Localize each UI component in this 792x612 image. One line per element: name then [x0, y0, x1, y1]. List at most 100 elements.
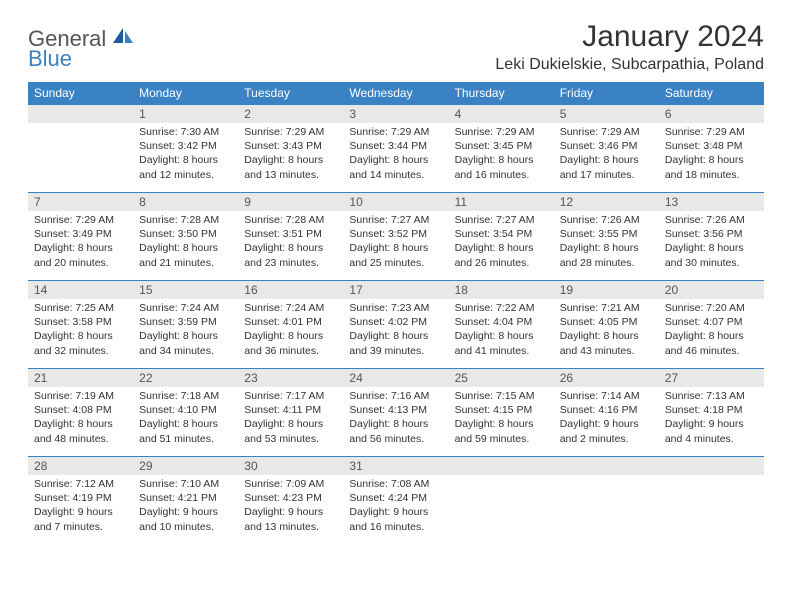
day-details: Sunrise: 7:18 AMSunset: 4:10 PMDaylight:…: [133, 387, 238, 452]
header: General January 2024 Leki Dukielskie, Su…: [28, 20, 764, 74]
day-number: 18: [449, 281, 554, 299]
calendar-cell: 8Sunrise: 7:28 AMSunset: 3:50 PMDaylight…: [133, 193, 238, 281]
day-details: Sunrise: 7:29 AMSunset: 3:48 PMDaylight:…: [659, 123, 764, 188]
calendar-cell: 11Sunrise: 7:27 AMSunset: 3:54 PMDayligh…: [449, 193, 554, 281]
calendar-cell: 30Sunrise: 7:09 AMSunset: 4:23 PMDayligh…: [238, 457, 343, 545]
day-number: 1: [133, 105, 238, 123]
day-details: Sunrise: 7:08 AMSunset: 4:24 PMDaylight:…: [343, 475, 448, 540]
day-number: 6: [659, 105, 764, 123]
day-number: 13: [659, 193, 764, 211]
day-details: Sunrise: 7:13 AMSunset: 4:18 PMDaylight:…: [659, 387, 764, 452]
calendar-cell: 24Sunrise: 7:16 AMSunset: 4:13 PMDayligh…: [343, 369, 448, 457]
day-number: 26: [554, 369, 659, 387]
calendar-cell: 27Sunrise: 7:13 AMSunset: 4:18 PMDayligh…: [659, 369, 764, 457]
day-details: Sunrise: 7:23 AMSunset: 4:02 PMDaylight:…: [343, 299, 448, 364]
day-number: 23: [238, 369, 343, 387]
weekday-header: Friday: [554, 82, 659, 105]
calendar-cell: 7Sunrise: 7:29 AMSunset: 3:49 PMDaylight…: [28, 193, 133, 281]
day-number: 11: [449, 193, 554, 211]
day-number: 28: [28, 457, 133, 475]
calendar-week-row: 7Sunrise: 7:29 AMSunset: 3:49 PMDaylight…: [28, 193, 764, 281]
calendar-cell: 9Sunrise: 7:28 AMSunset: 3:51 PMDaylight…: [238, 193, 343, 281]
calendar-cell: [449, 457, 554, 545]
calendar-cell: 22Sunrise: 7:18 AMSunset: 4:10 PMDayligh…: [133, 369, 238, 457]
day-details: Sunrise: 7:24 AMSunset: 4:01 PMDaylight:…: [238, 299, 343, 364]
day-details: Sunrise: 7:21 AMSunset: 4:05 PMDaylight:…: [554, 299, 659, 364]
day-details: Sunrise: 7:16 AMSunset: 4:13 PMDaylight:…: [343, 387, 448, 452]
day-details: Sunrise: 7:26 AMSunset: 3:56 PMDaylight:…: [659, 211, 764, 276]
calendar-cell: 16Sunrise: 7:24 AMSunset: 4:01 PMDayligh…: [238, 281, 343, 369]
day-number: 24: [343, 369, 448, 387]
calendar-cell: 25Sunrise: 7:15 AMSunset: 4:15 PMDayligh…: [449, 369, 554, 457]
day-details: Sunrise: 7:28 AMSunset: 3:51 PMDaylight:…: [238, 211, 343, 276]
calendar-cell: 26Sunrise: 7:14 AMSunset: 4:16 PMDayligh…: [554, 369, 659, 457]
calendar-cell: 2Sunrise: 7:29 AMSunset: 3:43 PMDaylight…: [238, 105, 343, 193]
day-details: Sunrise: 7:29 AMSunset: 3:49 PMDaylight:…: [28, 211, 133, 276]
day-details: Sunrise: 7:15 AMSunset: 4:15 PMDaylight:…: [449, 387, 554, 452]
day-number: 21: [28, 369, 133, 387]
weekday-header: Saturday: [659, 82, 764, 105]
day-details: Sunrise: 7:27 AMSunset: 3:54 PMDaylight:…: [449, 211, 554, 276]
calendar-cell: 23Sunrise: 7:17 AMSunset: 4:11 PMDayligh…: [238, 369, 343, 457]
calendar-cell: 15Sunrise: 7:24 AMSunset: 3:59 PMDayligh…: [133, 281, 238, 369]
calendar-week-row: 21Sunrise: 7:19 AMSunset: 4:08 PMDayligh…: [28, 369, 764, 457]
day-details: Sunrise: 7:27 AMSunset: 3:52 PMDaylight:…: [343, 211, 448, 276]
weekday-header-row: SundayMondayTuesdayWednesdayThursdayFrid…: [28, 82, 764, 105]
day-details: Sunrise: 7:19 AMSunset: 4:08 PMDaylight:…: [28, 387, 133, 452]
calendar-cell: 18Sunrise: 7:22 AMSunset: 4:04 PMDayligh…: [449, 281, 554, 369]
calendar-cell: [28, 105, 133, 193]
calendar-week-row: 14Sunrise: 7:25 AMSunset: 3:58 PMDayligh…: [28, 281, 764, 369]
calendar-cell: 29Sunrise: 7:10 AMSunset: 4:21 PMDayligh…: [133, 457, 238, 545]
day-details: Sunrise: 7:26 AMSunset: 3:55 PMDaylight:…: [554, 211, 659, 276]
calendar-body: 1Sunrise: 7:30 AMSunset: 3:42 PMDaylight…: [28, 105, 764, 545]
calendar-cell: 20Sunrise: 7:20 AMSunset: 4:07 PMDayligh…: [659, 281, 764, 369]
logo-text-blue: Blue: [28, 46, 72, 71]
day-number: 19: [554, 281, 659, 299]
calendar-cell: [659, 457, 764, 545]
calendar-cell: 10Sunrise: 7:27 AMSunset: 3:52 PMDayligh…: [343, 193, 448, 281]
day-number: 3: [343, 105, 448, 123]
calendar-cell: 28Sunrise: 7:12 AMSunset: 4:19 PMDayligh…: [28, 457, 133, 545]
day-details: Sunrise: 7:20 AMSunset: 4:07 PMDaylight:…: [659, 299, 764, 364]
day-details: Sunrise: 7:29 AMSunset: 3:46 PMDaylight:…: [554, 123, 659, 188]
location: Leki Dukielskie, Subcarpathia, Poland: [495, 56, 764, 74]
calendar-cell: 5Sunrise: 7:29 AMSunset: 3:46 PMDaylight…: [554, 105, 659, 193]
day-number: [28, 105, 133, 123]
day-number: 7: [28, 193, 133, 211]
calendar-week-row: 1Sunrise: 7:30 AMSunset: 3:42 PMDaylight…: [28, 105, 764, 193]
calendar-cell: 12Sunrise: 7:26 AMSunset: 3:55 PMDayligh…: [554, 193, 659, 281]
day-number: 4: [449, 105, 554, 123]
weekday-header: Sunday: [28, 82, 133, 105]
weekday-header: Thursday: [449, 82, 554, 105]
day-details: Sunrise: 7:29 AMSunset: 3:44 PMDaylight:…: [343, 123, 448, 188]
day-number: 2: [238, 105, 343, 123]
day-details: Sunrise: 7:10 AMSunset: 4:21 PMDaylight:…: [133, 475, 238, 540]
day-number: 15: [133, 281, 238, 299]
calendar-cell: 19Sunrise: 7:21 AMSunset: 4:05 PMDayligh…: [554, 281, 659, 369]
day-number: [659, 457, 764, 475]
day-details: Sunrise: 7:17 AMSunset: 4:11 PMDaylight:…: [238, 387, 343, 452]
calendar-cell: 31Sunrise: 7:08 AMSunset: 4:24 PMDayligh…: [343, 457, 448, 545]
day-number: 16: [238, 281, 343, 299]
calendar-cell: 4Sunrise: 7:29 AMSunset: 3:45 PMDaylight…: [449, 105, 554, 193]
day-details: Sunrise: 7:14 AMSunset: 4:16 PMDaylight:…: [554, 387, 659, 452]
day-details: Sunrise: 7:30 AMSunset: 3:42 PMDaylight:…: [133, 123, 238, 188]
calendar-table: SundayMondayTuesdayWednesdayThursdayFrid…: [28, 82, 764, 545]
day-number: 20: [659, 281, 764, 299]
title-block: January 2024 Leki Dukielskie, Subcarpath…: [495, 20, 764, 74]
calendar-cell: 6Sunrise: 7:29 AMSunset: 3:48 PMDaylight…: [659, 105, 764, 193]
weekday-header: Tuesday: [238, 82, 343, 105]
day-number: 25: [449, 369, 554, 387]
day-number: 8: [133, 193, 238, 211]
calendar-cell: 14Sunrise: 7:25 AMSunset: 3:58 PMDayligh…: [28, 281, 133, 369]
day-number: 22: [133, 369, 238, 387]
month-title: January 2024: [495, 20, 764, 54]
day-number: [449, 457, 554, 475]
calendar-cell: [554, 457, 659, 545]
day-details: Sunrise: 7:28 AMSunset: 3:50 PMDaylight:…: [133, 211, 238, 276]
day-details: Sunrise: 7:25 AMSunset: 3:58 PMDaylight:…: [28, 299, 133, 364]
day-number: 14: [28, 281, 133, 299]
day-number: 9: [238, 193, 343, 211]
calendar-cell: 13Sunrise: 7:26 AMSunset: 3:56 PMDayligh…: [659, 193, 764, 281]
calendar-cell: 3Sunrise: 7:29 AMSunset: 3:44 PMDaylight…: [343, 105, 448, 193]
